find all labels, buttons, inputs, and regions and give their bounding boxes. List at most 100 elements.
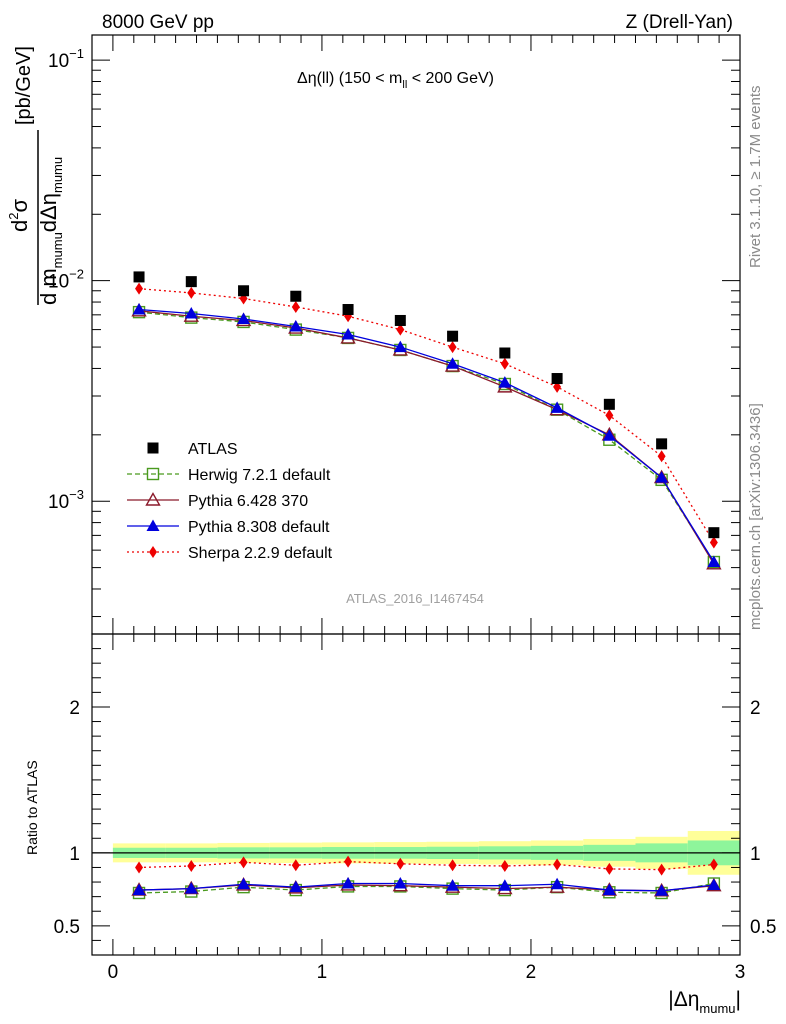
ratio-ytick-label: 0.5 — [54, 917, 80, 938]
legend-label-herwig: Herwig 7.2.1 default — [188, 467, 331, 484]
ratio-point-pythia8 — [341, 877, 355, 889]
rivet-label: Rivet 3.1.10, ≥ 1.7M events — [747, 86, 764, 269]
main-point-sherpa — [657, 450, 666, 463]
legend-label-pythia6: Pythia 6.428 370 — [188, 493, 308, 510]
main-point-pythia8 — [341, 328, 355, 340]
ratio-ytick-label-right: 1 — [750, 844, 761, 865]
ratio-point-sherpa — [500, 859, 509, 872]
ratio-ytick-label: 2 — [69, 698, 80, 719]
main-point-sherpa — [709, 536, 718, 549]
main-point-pythia8 — [550, 401, 564, 413]
main-y-axis-label: d2σ d mmumudΔηmumu [pb/GeV] — [6, 46, 65, 305]
ratio-point-pythia8 — [132, 883, 146, 896]
ratio-point-pythia8 — [707, 878, 721, 890]
main-point-pythia8 — [132, 303, 146, 315]
ratio-point-pythia8 — [550, 877, 564, 890]
main-point-sherpa — [605, 409, 614, 422]
ratio-ytick-label-right: 2 — [750, 698, 761, 719]
main-point-atlas — [551, 373, 563, 385]
ratio-point-pythia8 — [393, 877, 407, 889]
ylabel-unit: [pb/GeV] — [13, 46, 35, 125]
main-ytick-label: 10−3 — [48, 487, 84, 513]
main-line-sherpa — [138, 288, 715, 543]
main-point-pythia8 — [602, 429, 616, 441]
main-point-atlas — [447, 330, 459, 342]
ratio-point-sherpa — [396, 857, 405, 870]
main-point-pythia8 — [393, 340, 407, 353]
ratio-point-pythia8 — [184, 882, 198, 894]
main-point-atlas — [185, 276, 197, 288]
main-ytick-label: 10−1 — [48, 46, 84, 72]
ratio-point-sherpa — [344, 855, 353, 868]
main-point-pythia8 — [446, 357, 460, 369]
ratio-point-sherpa — [291, 859, 300, 872]
main-point-atlas — [290, 290, 302, 302]
main-title: Δη(ll) (150 < mll < 200 GeV) — [297, 70, 494, 91]
main-point-sherpa — [500, 357, 509, 370]
ratio-point-sherpa — [448, 859, 457, 872]
header-right: Z (Drell-Yan) — [626, 12, 733, 33]
legend-marker-herwig — [146, 467, 160, 481]
header-left: 8000 GeV pp — [102, 12, 214, 33]
main-point-atlas — [394, 314, 406, 326]
main-point-atlas — [499, 347, 511, 359]
main-line-pythia8 — [138, 308, 715, 563]
main-point-pythia8 — [707, 555, 721, 568]
ylabel-numerator: d2σ — [6, 199, 32, 232]
legend-marker-sherpa — [149, 546, 157, 558]
ratio-point-pythia8 — [446, 879, 460, 891]
main-point-pythia8 — [237, 312, 251, 325]
ratio-y-axis-label: Ratio to ATLAS — [24, 760, 40, 855]
ratio-point-sherpa — [239, 856, 248, 869]
ratio-panel: 0.5 0.5 1 1 2 2 0 1 2 3 — [54, 633, 776, 983]
ylabel-denominator: d mmumudΔηmumu — [36, 157, 65, 305]
legend-label-sherpa: Sherpa 2.2.9 default — [188, 545, 333, 562]
ratio-xtick-label: 2 — [526, 962, 537, 983]
main-panel: 10−1 10−2 10−3 — [48, 34, 741, 635]
mcplots-label: mcplots.cern.ch [arXiv:1306.3436] — [747, 403, 764, 630]
main-point-atlas — [656, 438, 668, 450]
ratio-point-sherpa — [657, 863, 666, 876]
ratio-ytick-label: 1 — [69, 844, 80, 865]
legend-label-atlas: ATLAS — [188, 441, 238, 458]
ratio-point-pythia8 — [655, 884, 669, 896]
main-ytick-label: 10−2 — [48, 267, 84, 293]
main-point-pythia8 — [655, 471, 669, 483]
main-point-atlas — [708, 527, 720, 539]
ratio-point-sherpa — [605, 862, 614, 875]
ratio-xtick-label: 0 — [108, 962, 119, 983]
legend-marker-atlas — [147, 442, 159, 454]
legend-marker-pythia6 — [145, 492, 161, 506]
main-point-sherpa — [396, 323, 405, 336]
ratio-point-sherpa — [553, 858, 562, 871]
ratio-xtick-label: 1 — [317, 962, 328, 983]
ratio-point-sherpa — [135, 861, 144, 874]
main-point-sherpa — [135, 282, 144, 295]
ratio-xtick-label: 3 — [735, 962, 746, 983]
ratio-line-sherpa — [139, 860, 714, 871]
ratio-point-pythia8 — [237, 877, 251, 890]
main-point-atlas — [342, 304, 354, 316]
legend: ATLAS Herwig 7.2.1 default Pythia 6.428 37… — [127, 441, 333, 562]
main-point-atlas — [238, 285, 250, 297]
main-point-pythia8 — [498, 376, 512, 388]
main-point-pythia8 — [184, 306, 198, 319]
main-point-sherpa — [448, 341, 457, 354]
x-axis-label: |Δηmumu| — [668, 988, 741, 1016]
ratio-point-sherpa — [709, 858, 718, 871]
main-point-sherpa — [291, 300, 300, 313]
ratio-ytick-label-right: 0.5 — [750, 917, 776, 938]
main-point-atlas — [603, 398, 615, 410]
main-point-sherpa — [187, 286, 196, 299]
ratio-point-sherpa — [187, 859, 196, 872]
ratio-line-pythia8 — [139, 882, 714, 892]
ratio-point-pythia8 — [498, 879, 512, 891]
analysis-watermark: ATLAS_2016_I1467454 — [346, 591, 484, 606]
ratio-point-pythia8 — [289, 880, 303, 893]
legend-label-pythia8: Pythia 8.308 default — [188, 519, 330, 536]
ratio-point-pythia8 — [602, 883, 616, 896]
main-point-atlas — [133, 271, 145, 283]
main-point-pythia8 — [289, 319, 303, 332]
legend-marker-pythia8 — [146, 519, 160, 531]
